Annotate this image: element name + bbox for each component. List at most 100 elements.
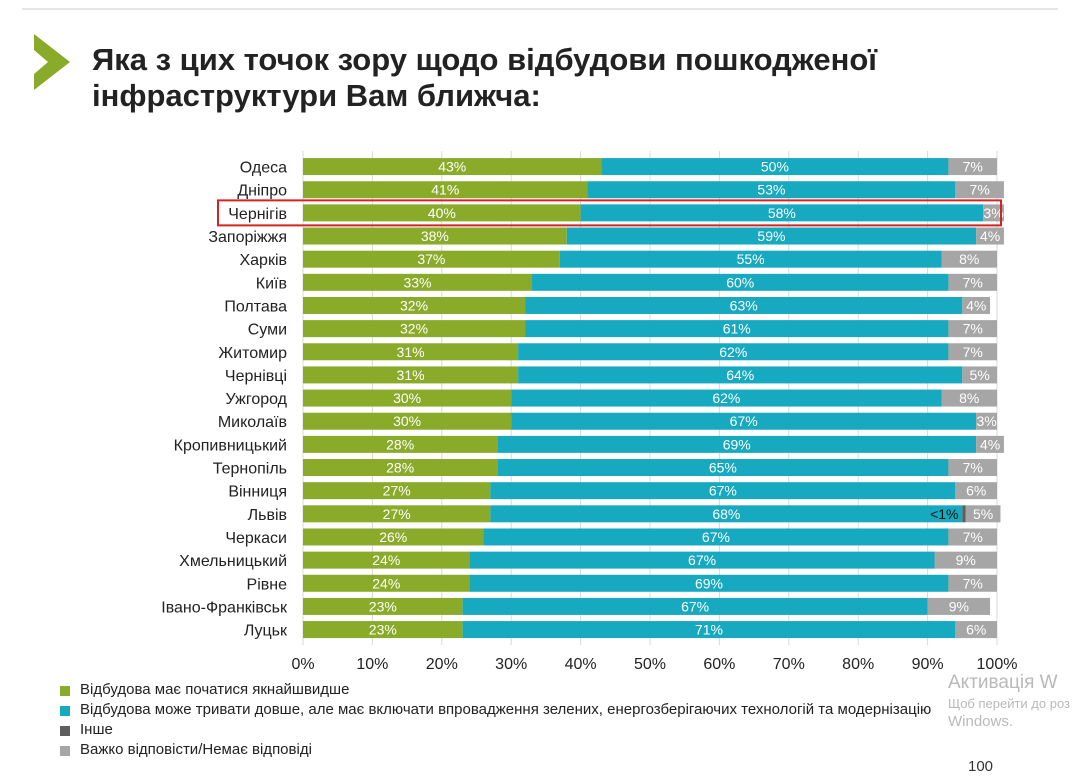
category-label: Одеса	[240, 160, 287, 177]
bar-segment	[948, 320, 997, 338]
x-tick-label: 80%	[842, 656, 874, 670]
legend-label: Інше	[80, 721, 113, 738]
category-label: Миколаїв	[218, 414, 287, 431]
category-label: Харків	[239, 252, 287, 269]
data-label: 26%	[379, 529, 407, 545]
bar-segment	[976, 435, 1004, 453]
data-label: 67%	[709, 483, 737, 499]
legend-swatch-dark-grey	[60, 726, 70, 736]
bar-segment	[469, 574, 949, 592]
watermark-subtitle: Щоб перейти до роз	[948, 696, 1070, 711]
data-label: 71%	[695, 622, 723, 638]
bar-segment	[518, 366, 963, 384]
bar-segment	[955, 181, 1004, 199]
x-tick-label: 90%	[912, 656, 944, 670]
data-label: 4%	[966, 297, 986, 313]
bar-segment	[962, 296, 991, 314]
data-label: 28%	[386, 460, 414, 476]
play-arrow-icon	[34, 34, 70, 90]
bar-segment	[941, 250, 997, 268]
category-label: Черкаси	[225, 530, 287, 547]
bar-segment	[303, 597, 463, 615]
data-label: 31%	[397, 367, 425, 383]
category-label: Івано-Франківськ	[161, 599, 288, 616]
data-label: 63%	[730, 297, 758, 313]
bar-segment	[962, 366, 997, 384]
data-label: 58%	[768, 205, 796, 221]
bar-segment	[303, 574, 470, 592]
legend-label: Відбудова може тривати довше, але має вк…	[80, 701, 932, 718]
data-label: 67%	[730, 413, 758, 429]
bar-segment	[483, 528, 949, 546]
bar-segment	[927, 597, 991, 615]
bar-segment	[511, 412, 977, 430]
data-label: 7%	[963, 460, 983, 476]
bar-segment	[948, 158, 997, 176]
bar-segment	[303, 528, 484, 546]
data-label: 27%	[383, 483, 411, 499]
category-label: Рівне	[247, 576, 288, 593]
category-label: Чернівці	[225, 368, 287, 385]
data-label: 53%	[757, 182, 785, 198]
data-label: 69%	[695, 575, 723, 591]
data-label: 7%	[963, 529, 983, 545]
bar-segment	[525, 320, 949, 338]
data-label: 50%	[761, 159, 789, 175]
bar-segment	[955, 482, 997, 500]
data-label: 8%	[959, 390, 979, 406]
data-label: 6%	[966, 483, 986, 499]
bar-segment	[490, 482, 956, 500]
data-label: 68%	[712, 506, 740, 522]
category-label: Дніпро	[237, 183, 287, 200]
page-title: Яка з цих точок зору щодо відбудови пошк…	[92, 42, 877, 113]
data-label: 9%	[956, 552, 976, 568]
legend-swatch-green	[60, 686, 70, 696]
bar-segment	[469, 551, 935, 569]
data-label: 7%	[963, 344, 983, 360]
bar-segment	[303, 389, 512, 407]
bar-segment	[497, 435, 977, 453]
bar-segment	[948, 273, 997, 291]
bar-segment	[303, 158, 602, 176]
page-number: 100	[968, 758, 994, 775]
category-label: Луцьк	[244, 623, 288, 640]
bar-segment	[941, 389, 997, 407]
data-label: 65%	[709, 460, 737, 476]
category-label: Чернігів	[228, 206, 287, 223]
bar-segment	[566, 227, 977, 245]
data-label: 27%	[383, 506, 411, 522]
category-label: Полтава	[224, 298, 287, 315]
bar-segment	[303, 551, 470, 569]
data-label: 67%	[681, 598, 709, 614]
data-label: 69%	[723, 436, 751, 452]
bar-segment	[962, 505, 966, 523]
data-label: 64%	[726, 367, 754, 383]
data-label: 8%	[959, 251, 979, 267]
data-label: 38%	[421, 228, 449, 244]
category-label: Львів	[248, 507, 287, 524]
legend-item-asap: Відбудова має початися якнайшвидше	[60, 680, 931, 700]
data-label: 6%	[966, 622, 986, 638]
legend-item-other: Інше	[60, 720, 931, 740]
category-label: Житомир	[218, 345, 287, 362]
data-label: 67%	[702, 529, 730, 545]
data-label: 7%	[963, 159, 983, 175]
x-tick-label: 30%	[495, 656, 527, 670]
bar-segment	[948, 459, 997, 477]
bar-segment	[518, 343, 949, 361]
x-tick-label: 20%	[426, 656, 458, 670]
bar-segment	[490, 505, 963, 523]
x-tick-label: 70%	[773, 656, 805, 670]
bar-segment	[511, 389, 942, 407]
data-label: 43%	[438, 159, 466, 175]
data-label: 24%	[372, 575, 400, 591]
data-label: 67%	[688, 552, 716, 568]
bar-segment	[948, 528, 997, 546]
bar-segment	[532, 273, 949, 291]
bar-segment	[303, 320, 526, 338]
legend-item-modernization: Відбудова може тривати довше, але має вк…	[60, 700, 931, 720]
legend-swatch-grey	[60, 746, 70, 756]
bar-segment	[303, 273, 533, 291]
bar-segment	[934, 551, 997, 569]
bar-segment	[587, 181, 956, 199]
